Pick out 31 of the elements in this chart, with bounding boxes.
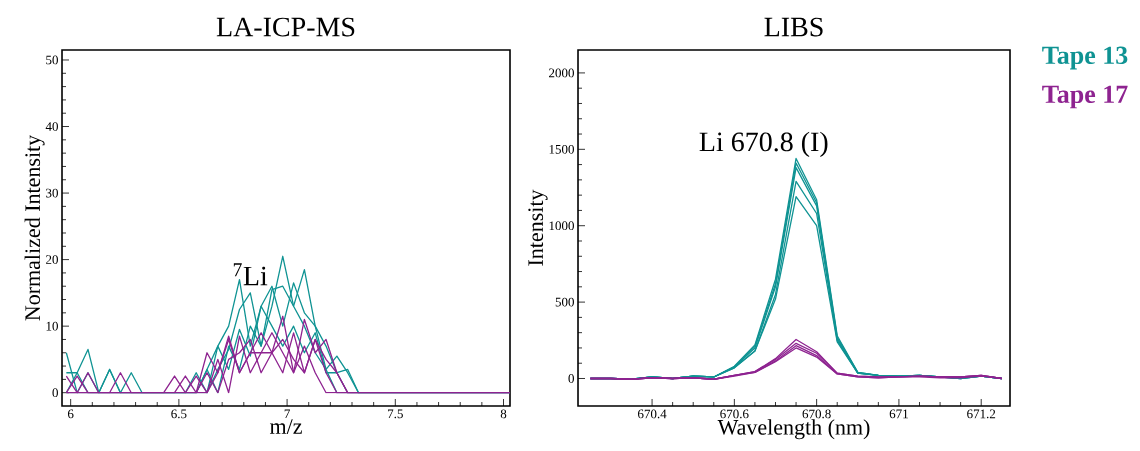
- y-axis-title: Intensity: [528, 189, 548, 266]
- y-tick-label: 30: [46, 188, 58, 198]
- y-tick-label: 10: [46, 321, 58, 331]
- y-tick-label: 0: [52, 388, 58, 398]
- y-axis-title: Normalized Intensity: [24, 134, 45, 321]
- y-tick-label: 50: [46, 55, 58, 65]
- chart-title: LA-ICP-MS: [216, 17, 355, 37]
- x-tick-label: 6.5: [171, 409, 187, 419]
- x-tick-label: 670.8: [802, 409, 831, 419]
- y-tick-label: 1000: [549, 221, 574, 231]
- y-tick-label: 20: [46, 255, 58, 264]
- y-tick-label: 0: [568, 374, 574, 383]
- text: Tape 13: [1042, 46, 1128, 70]
- y-tick-label: 40: [45, 122, 58, 131]
- x-axis-title: Wavelength (nm): [717, 419, 870, 440]
- x-tick-label: 671: [889, 409, 908, 419]
- y-tick-label: 1500: [549, 144, 574, 154]
- text: Tape 17: [1042, 85, 1128, 109]
- x-axis-title: m/z: [269, 419, 302, 434]
- x-tick-label: 670.6: [720, 409, 749, 419]
- annotation: Li 670.8 (I): [699, 131, 828, 158]
- x-tick-label: 6: [67, 409, 74, 419]
- x-tick-label: 8: [500, 409, 507, 419]
- x-tick-label: 670.4: [638, 409, 667, 419]
- x-tick-label: 7: [284, 409, 290, 419]
- annotation: $^{7}$Li: [233, 263, 268, 286]
- y-tick-label: 2000: [549, 68, 574, 78]
- chart-title: LIBS: [764, 17, 823, 37]
- x-tick-label: 671.2: [967, 409, 996, 419]
- x-tick-label: 7.5: [388, 409, 403, 419]
- y-tick-label: 500: [555, 297, 574, 307]
